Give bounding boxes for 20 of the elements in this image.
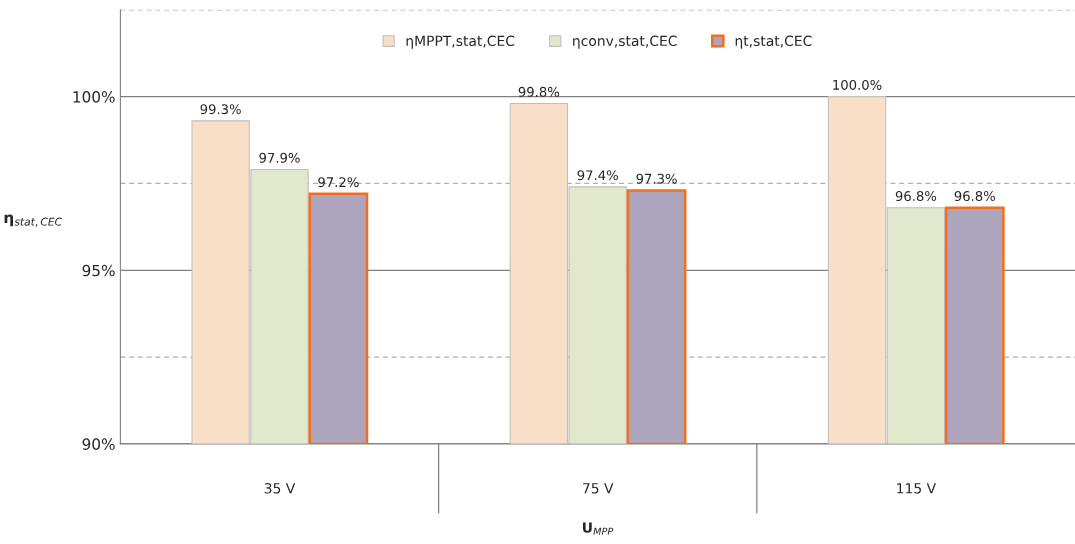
data-label: 99.8%	[518, 86, 560, 97]
x-tick-label: 75 V	[583, 483, 614, 494]
data-label: 97.4%	[577, 170, 618, 181]
x-tick-label: 35 V	[264, 483, 296, 494]
y-tick-label: 90%	[82, 438, 115, 450]
data-label: 97.2%	[318, 177, 359, 188]
data-label: 100.0%	[833, 79, 882, 90]
legend-label: ηt,stat,CEC	[735, 35, 812, 49]
data-label: 96.8%	[954, 191, 995, 202]
x-tick-label: 115 V	[897, 483, 936, 494]
data-label: 97.9%	[259, 152, 300, 163]
y-tick-label: 95%	[82, 264, 115, 277]
y-tick-label: 100%	[73, 91, 115, 103]
data-label: 96.8%	[895, 191, 937, 202]
data-label: 99.3%	[200, 104, 241, 115]
data-label: 97.3%	[636, 173, 677, 184]
legend-label: ηMPPT,stat,CEC	[406, 35, 515, 49]
y-axis-title: η$_{stat,CEC}$	[4, 214, 63, 227]
legend-label: ηconv,stat,CEC	[573, 35, 677, 49]
x-axis-title: U$_{MPP}$	[583, 522, 614, 535]
